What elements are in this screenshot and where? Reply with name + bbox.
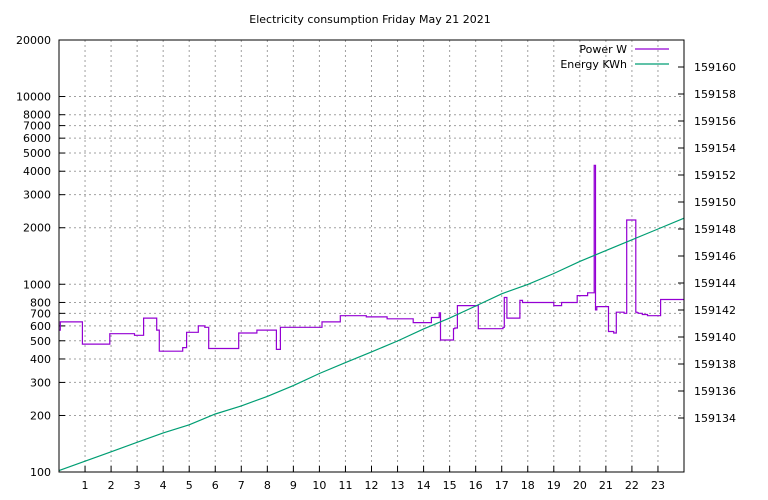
- x-tick-label: 19: [547, 479, 561, 492]
- plot-area-border: [58, 39, 685, 473]
- y-right-tick-label: 159138: [694, 358, 736, 371]
- x-tick-label: 5: [186, 479, 193, 492]
- y-right-tick-label: 159150: [694, 196, 736, 209]
- y-left-tick-label: 500: [30, 335, 51, 348]
- y-left-tick-label: 100: [30, 466, 51, 479]
- x-ticks: 1 2 3 4 5 6 7 8 9 10 11 12 13 14 15 16 17 18 19 20 21 22 23: [82, 466, 665, 492]
- y-left-tick-label: 700: [30, 307, 51, 320]
- power-line: [59, 164, 684, 352]
- legend: Power W Energy KWh: [560, 43, 669, 71]
- y-right-tick-label: 159148: [694, 223, 736, 236]
- y-right-tick-label: 159142: [694, 304, 736, 317]
- x-tick-label: 23: [651, 479, 665, 492]
- x-tick-label: 1: [82, 479, 89, 492]
- grid: [59, 40, 684, 472]
- y-left-tick-label: 4000: [23, 165, 51, 178]
- x-tick-label: 6: [212, 479, 219, 492]
- x-tick-label: 13: [391, 479, 405, 492]
- x-tick-label: 4: [160, 479, 167, 492]
- x-tick-label: 10: [312, 479, 326, 492]
- x-tick-label: 2: [108, 479, 115, 492]
- x-tick-label: 22: [625, 479, 639, 492]
- x-tick-label: 16: [469, 479, 483, 492]
- y-left-tick-label: 3000: [23, 189, 51, 202]
- x-tick-label: 20: [573, 479, 587, 492]
- chart-title: Electricity consumption Friday May 21 20…: [249, 13, 490, 26]
- series-lines: [58, 164, 685, 472]
- legend-label: Power W: [579, 43, 627, 56]
- y-right-tick-label: 159154: [694, 142, 736, 155]
- y-left-tick-label: 5000: [23, 147, 51, 160]
- y-left-tick-label: 8000: [23, 109, 51, 122]
- y-left-tick-label: 6000: [23, 132, 51, 145]
- y-right-tick-label: 159140: [694, 331, 736, 344]
- x-tick-label: 8: [264, 479, 271, 492]
- x-tick-label: 17: [495, 479, 509, 492]
- y-left-tick-label: 2000: [23, 222, 51, 235]
- y-right-tick-label: 159158: [694, 88, 736, 101]
- y-left-tick-label: 600: [30, 320, 51, 333]
- x-tick-label: 14: [417, 479, 431, 492]
- x-tick-label: 3: [134, 479, 141, 492]
- y-left-tick-label: 10000: [16, 91, 51, 104]
- x-tick-label: 7: [238, 479, 245, 492]
- y-right-ticks: 159134 159136 159138 159140 159142 159144 1591…: [678, 61, 736, 425]
- legend-label: Energy KWh: [560, 58, 627, 71]
- x-tick-label: 21: [599, 479, 613, 492]
- x-tick-label: 11: [338, 479, 352, 492]
- y-left-tick-label: 20000: [16, 34, 51, 47]
- x-tick-label: 9: [290, 479, 297, 492]
- energy-line: [58, 217, 685, 472]
- x-tick-label: 18: [521, 479, 535, 492]
- y-right-tick-label: 159144: [694, 277, 736, 290]
- y-left-tick-label: 800: [30, 296, 51, 309]
- y-right-tick-label: 159152: [694, 169, 736, 182]
- x-tick-label: 15: [443, 479, 457, 492]
- y-right-tick-label: 159136: [694, 385, 736, 398]
- y-right-tick-label: 159134: [694, 412, 736, 425]
- x-tick-label: 12: [365, 479, 379, 492]
- y-left-tick-label: 7000: [23, 120, 51, 133]
- y-left-tick-label: 1000: [23, 278, 51, 291]
- y-left-tick-label: 400: [30, 353, 51, 366]
- y-right-tick-label: 159160: [694, 61, 736, 74]
- y-right-tick-label: 159146: [694, 250, 736, 263]
- y-left-tick-label: 300: [30, 376, 51, 389]
- y-left-tick-label: 200: [30, 409, 51, 422]
- y-right-tick-label: 159156: [694, 115, 736, 128]
